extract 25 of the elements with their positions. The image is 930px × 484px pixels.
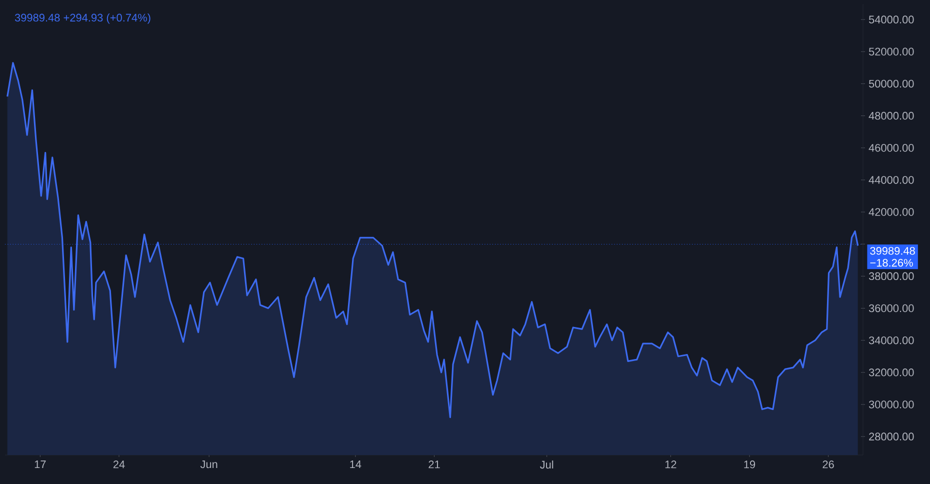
x-tick-label: 24 (113, 460, 125, 468)
x-tick-label: Jun (200, 460, 218, 468)
y-tick-label: 30000.00 (868, 400, 914, 408)
x-tick-label: 19 (744, 460, 756, 468)
x-tick-label: 21 (428, 460, 440, 468)
x-tick-label: 17 (34, 460, 46, 468)
y-tick-label: 36000.00 (868, 304, 914, 312)
y-tick-label: 46000.00 (868, 144, 914, 152)
y-tick-label: 28000.00 (869, 432, 914, 440)
y-tick-label: 38000.00 (868, 272, 914, 280)
ref-line-label: 39989.48 (870, 246, 915, 255)
x-tick-label: Jul (540, 460, 554, 469)
y-tick-label: 48000.00 (868, 112, 914, 120)
y-tick-label: 44000.00 (868, 176, 914, 184)
text: −18.26% (870, 258, 913, 267)
y-tick-label: 34000.00 (868, 336, 914, 344)
y-tick-label: 52000.00 (868, 48, 914, 56)
y-tick-label: 50000.00 (868, 80, 914, 88)
y-tick-label: 32000.00 (868, 368, 914, 376)
y-tick-label: 54000.00 (868, 16, 914, 24)
text: 39989.48 +294.93 (+0.74%) (14, 14, 150, 24)
y-tick-label: 42000.00 (868, 208, 914, 216)
x-tick-label: 26 (822, 460, 834, 468)
x-tick-label: 14 (350, 460, 362, 468)
x-tick-label: 12 (665, 460, 676, 468)
